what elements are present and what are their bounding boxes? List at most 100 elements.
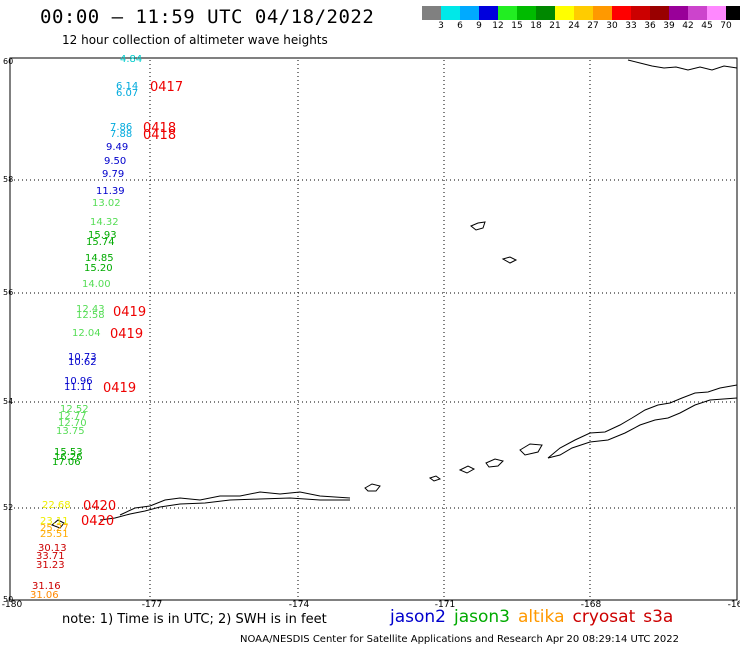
color-swatch xyxy=(574,6,593,20)
wave-height-value: 13.02 xyxy=(92,198,121,209)
wave-height-value: 14.00 xyxy=(82,279,111,290)
wave-height-value: 9.79 xyxy=(102,169,125,180)
wave-height-value: 12.04 xyxy=(72,328,101,339)
color-scale-label: 12 xyxy=(492,21,504,31)
color-swatch xyxy=(612,6,631,20)
color-scale-label: 3 xyxy=(438,21,444,31)
color-swatch xyxy=(650,6,669,20)
color-scale-label: 27 xyxy=(587,21,599,31)
map-frame xyxy=(9,57,738,601)
color-swatch xyxy=(688,6,707,20)
wave-height-value: 12.70 xyxy=(58,418,87,429)
map-subtitle: 12 hour collection of altimeter wave hei… xyxy=(62,33,328,47)
longitude-label: -16 xyxy=(727,600,740,610)
color-scale-label: 9 xyxy=(476,21,482,31)
latitude-label: 52 xyxy=(3,503,14,512)
color-swatch xyxy=(536,6,555,20)
color-scale-label: 30 xyxy=(606,21,618,31)
island-pribilof xyxy=(501,256,518,264)
pass-time-label: 0419 xyxy=(110,327,144,342)
wave-height-value: 22.68 xyxy=(42,500,71,511)
wave-height-value: 10.62 xyxy=(68,357,97,368)
color-scale-label: 21 xyxy=(549,21,561,31)
island-andreanof-1 xyxy=(364,483,381,492)
wave-height-value: 7.86 xyxy=(110,122,133,133)
island-fox-2 xyxy=(458,465,476,474)
alaska-peninsula xyxy=(547,384,738,459)
coastline xyxy=(51,59,738,529)
color-scale-label: 15 xyxy=(511,21,523,31)
satellite-legend: jason2 jason3 altika cryosat s3a xyxy=(390,607,681,627)
color-scale-label: 70 xyxy=(720,21,732,31)
longitude-label: -171 xyxy=(434,600,456,610)
wave-height-value: 15.74 xyxy=(86,237,115,248)
wave-height-value: 33.71 xyxy=(36,551,65,562)
wave-height-value: 14.32 xyxy=(90,217,119,228)
pass-time-label: 0418 xyxy=(143,121,177,136)
wave-height-value: 31.06 xyxy=(30,590,59,601)
island-fox-3 xyxy=(428,475,442,482)
legend-item-jason3: jason3 xyxy=(454,607,510,627)
pass-time-label: 0417 xyxy=(150,80,184,95)
wave-height-value: 10.96 xyxy=(64,376,93,387)
color-scale-label: 24 xyxy=(568,21,580,31)
wave-height-value: 9.50 xyxy=(104,156,127,167)
wave-height-value: 31.16 xyxy=(32,581,61,592)
alaska-peninsula-south xyxy=(547,397,738,459)
color-swatch xyxy=(593,6,612,20)
pass-time-label: 0420 xyxy=(81,514,115,529)
wave-height-value: 9.49 xyxy=(106,142,129,153)
wave-height-value: 14.85 xyxy=(85,253,114,264)
wave-height-value: 11.11 xyxy=(64,382,93,393)
latitude-label: 60 xyxy=(3,57,14,66)
wave-height-value: 17.06 xyxy=(52,457,81,468)
map-title: 00:00 – 11:59 UTC 04/18/2022 xyxy=(40,6,375,28)
wave-height-value: 15.53 xyxy=(54,447,83,458)
wave-height-value: 23.11 xyxy=(40,516,69,527)
mainland-alaska-north xyxy=(627,59,738,71)
color-scale-label: 33 xyxy=(625,21,637,31)
wave-height-value: 30.13 xyxy=(38,543,67,554)
wave-height-value: 4.84 xyxy=(120,54,143,65)
wave-height-value: 15.93 xyxy=(88,230,117,241)
wave-height-value: 31.23 xyxy=(36,560,65,571)
wave-height-value: 12.77 xyxy=(58,411,87,422)
latitude-label: 54 xyxy=(3,397,14,406)
color-swatch xyxy=(460,6,479,20)
wave-height-value: 25.27 xyxy=(40,523,69,534)
color-swatch xyxy=(669,6,688,20)
color-scale-bar xyxy=(422,6,740,20)
color-swatch xyxy=(422,6,441,20)
color-scale-label: 45 xyxy=(701,21,713,31)
island-fox-1 xyxy=(485,458,504,468)
unimak-island xyxy=(519,443,543,456)
color-swatch xyxy=(631,6,650,20)
island-chain-west-south xyxy=(99,497,350,521)
latitude-label: 58 xyxy=(3,175,14,184)
wave-height-value: 13.75 xyxy=(56,426,85,437)
longitude-label: -180 xyxy=(1,600,23,610)
island-attu xyxy=(51,519,65,529)
legend-item-s3a: s3a xyxy=(643,607,674,627)
wave-height-value: 11.39 xyxy=(96,186,125,197)
wave-height-value: 7.88 xyxy=(110,129,133,140)
latitude-label: 56 xyxy=(3,288,14,297)
color-swatch xyxy=(707,6,726,20)
wave-height-value: 6.07 xyxy=(116,88,139,99)
color-scale-label: 39 xyxy=(663,21,675,31)
color-swatch xyxy=(498,6,517,20)
color-scale-label: 6 xyxy=(457,21,463,31)
latitude-label: 50 xyxy=(3,595,14,604)
color-scale-label: 42 xyxy=(682,21,694,31)
credit-line: NOAA/NESDIS Center for Satellite Applica… xyxy=(240,634,679,645)
wave-height-value: 12.52 xyxy=(60,404,89,415)
longitude-label: -177 xyxy=(141,600,163,610)
longitude-label: -168 xyxy=(580,600,602,610)
color-swatch xyxy=(441,6,460,20)
island-chain-west xyxy=(119,491,351,516)
wave-height-value: 12.43 xyxy=(76,304,105,315)
pass-time-label: 0419 xyxy=(113,305,147,320)
pass-time-label: 0420 xyxy=(83,499,117,514)
